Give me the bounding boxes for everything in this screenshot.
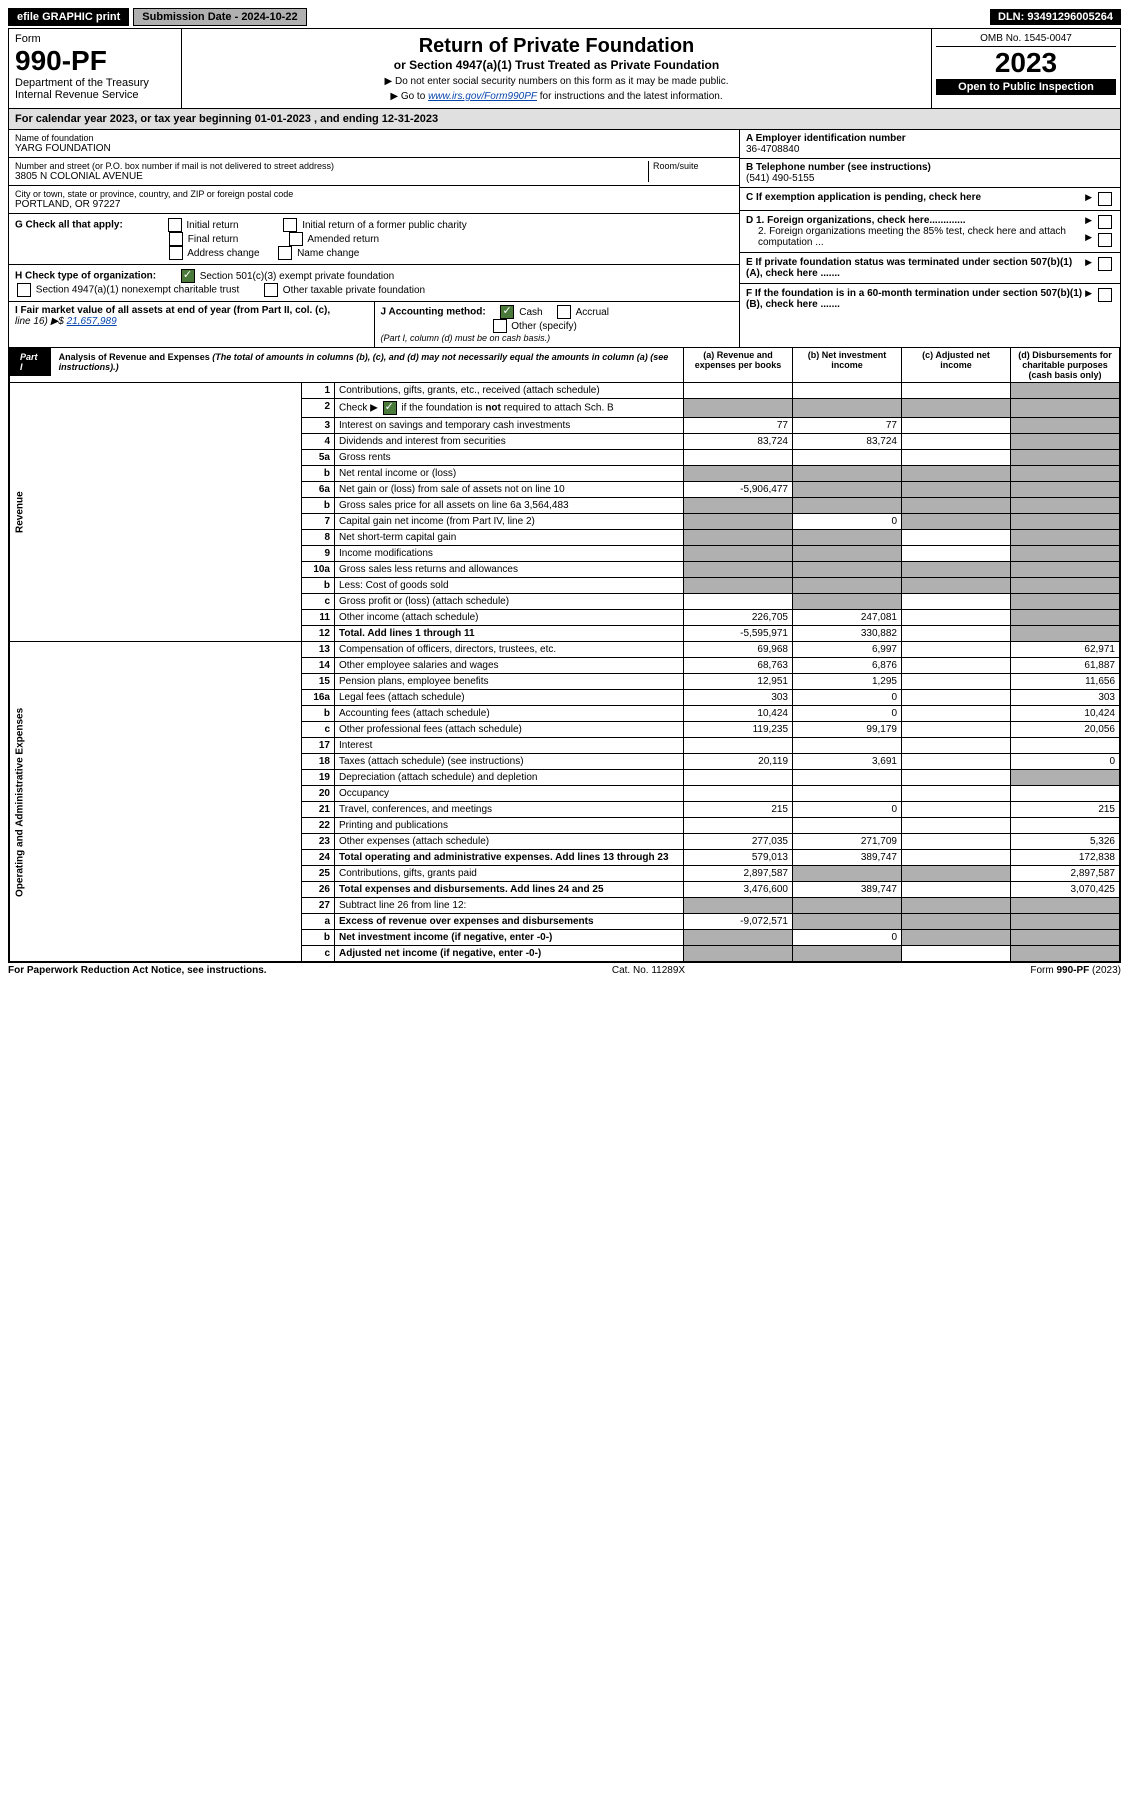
- omb: OMB No. 1545-0047: [936, 33, 1116, 47]
- addr-label: Number and street (or P.O. box number if…: [15, 161, 648, 171]
- col-d-header: (d) Disbursements for charitable purpose…: [1011, 348, 1120, 383]
- g-label: G Check all that apply:: [15, 220, 123, 231]
- h-501c3-check[interactable]: [181, 269, 195, 283]
- phone: (541) 490-5155: [746, 173, 814, 184]
- part1-title: Analysis of Revenue and Expenses: [59, 352, 210, 362]
- fmv-link[interactable]: 21,657,989: [67, 316, 117, 327]
- irs: Internal Revenue Service: [15, 89, 175, 101]
- final-check[interactable]: [169, 232, 183, 246]
- expenses-label: Operating and Administrative Expenses: [10, 642, 302, 962]
- j-other-check[interactable]: [493, 319, 507, 333]
- c-label: C If exemption application is pending, c…: [746, 192, 981, 203]
- col-c-header: (c) Adjusted net income: [902, 348, 1011, 383]
- form-word: Form: [15, 33, 175, 45]
- instr1: ▶ Do not enter social security numbers o…: [188, 76, 925, 87]
- h-other-check[interactable]: [264, 283, 278, 297]
- table-row: Revenue1Contributions, gifts, grants, et…: [10, 383, 1120, 399]
- d2-check[interactable]: [1098, 233, 1112, 247]
- col-a-header: (a) Revenue and expenses per books: [684, 348, 793, 383]
- h-4947-check[interactable]: [17, 283, 31, 297]
- table-row: Operating and Administrative Expenses13C…: [10, 642, 1120, 658]
- e-check[interactable]: [1098, 257, 1112, 271]
- title: Return of Private Foundation: [188, 35, 925, 58]
- part1-table: Part I Analysis of Revenue and Expenses …: [9, 347, 1120, 962]
- initial-check[interactable]: [168, 218, 182, 232]
- initial-former-check[interactable]: [283, 218, 297, 232]
- efile-btn[interactable]: efile GRAPHIC print: [8, 8, 129, 26]
- i-label: I Fair market value of all assets at end…: [15, 305, 330, 316]
- d1-check[interactable]: [1098, 215, 1112, 229]
- tax-year: 2023: [936, 47, 1116, 79]
- c-check[interactable]: [1098, 192, 1112, 206]
- j-cash-check[interactable]: [500, 305, 514, 319]
- year-box: OMB No. 1545-0047 2023 Open to Public In…: [931, 29, 1120, 108]
- addr-change-check[interactable]: [169, 246, 183, 260]
- subtitle: or Section 4947(a)(1) Trust Treated as P…: [188, 58, 925, 72]
- title-box: Return of Private Foundation or Section …: [182, 29, 931, 108]
- open-public: Open to Public Inspection: [936, 79, 1116, 95]
- e-label: E If private foundation status was termi…: [746, 257, 1072, 279]
- part1-tag: Part I: [10, 348, 51, 376]
- name-label: Name of foundation: [15, 133, 733, 143]
- revenue-label: Revenue: [10, 383, 302, 642]
- j-label: J Accounting method:: [381, 307, 486, 318]
- city-label: City or town, state or province, country…: [15, 189, 733, 199]
- calendar-year: For calendar year 2023, or tax year begi…: [9, 109, 1120, 130]
- form-number: 990-PF: [15, 45, 175, 77]
- instructions-link[interactable]: www.irs.gov/Form990PF: [428, 91, 537, 102]
- submission-btn[interactable]: Submission Date - 2024-10-22: [133, 8, 306, 26]
- foundation-name: YARG FOUNDATION: [15, 143, 733, 154]
- f-check[interactable]: [1098, 288, 1112, 302]
- address: 3805 N COLONIAL AVENUE: [15, 171, 648, 182]
- h-label: H Check type of organization:: [15, 271, 156, 282]
- city: PORTLAND, OR 97227: [15, 199, 733, 210]
- b-label: B Telephone number (see instructions): [746, 162, 931, 173]
- footer-right: Form 990-PF (2023): [1030, 965, 1121, 976]
- d1-label: D 1. Foreign organizations, check here..…: [746, 215, 966, 226]
- col-b-header: (b) Net investment income: [793, 348, 902, 383]
- room-label: Room/suite: [653, 161, 733, 171]
- ein: 36-4708840: [746, 144, 799, 155]
- name-change-check[interactable]: [278, 246, 292, 260]
- schb-check[interactable]: [383, 401, 397, 415]
- form-id-box: Form 990-PF Department of the Treasury I…: [9, 29, 182, 108]
- footer-mid: Cat. No. 11289X: [612, 965, 685, 976]
- a-label: A Employer identification number: [746, 133, 906, 144]
- f-label: F If the foundation is in a 60-month ter…: [746, 288, 1082, 310]
- dept: Department of the Treasury: [15, 77, 175, 89]
- j-accrual-check[interactable]: [557, 305, 571, 319]
- instr2: ▶ Go to www.irs.gov/Form990PF for instru…: [188, 91, 925, 102]
- dln: DLN: 93491296005264: [990, 9, 1121, 25]
- amended-check[interactable]: [289, 232, 303, 246]
- footer-left: For Paperwork Reduction Act Notice, see …: [8, 965, 267, 976]
